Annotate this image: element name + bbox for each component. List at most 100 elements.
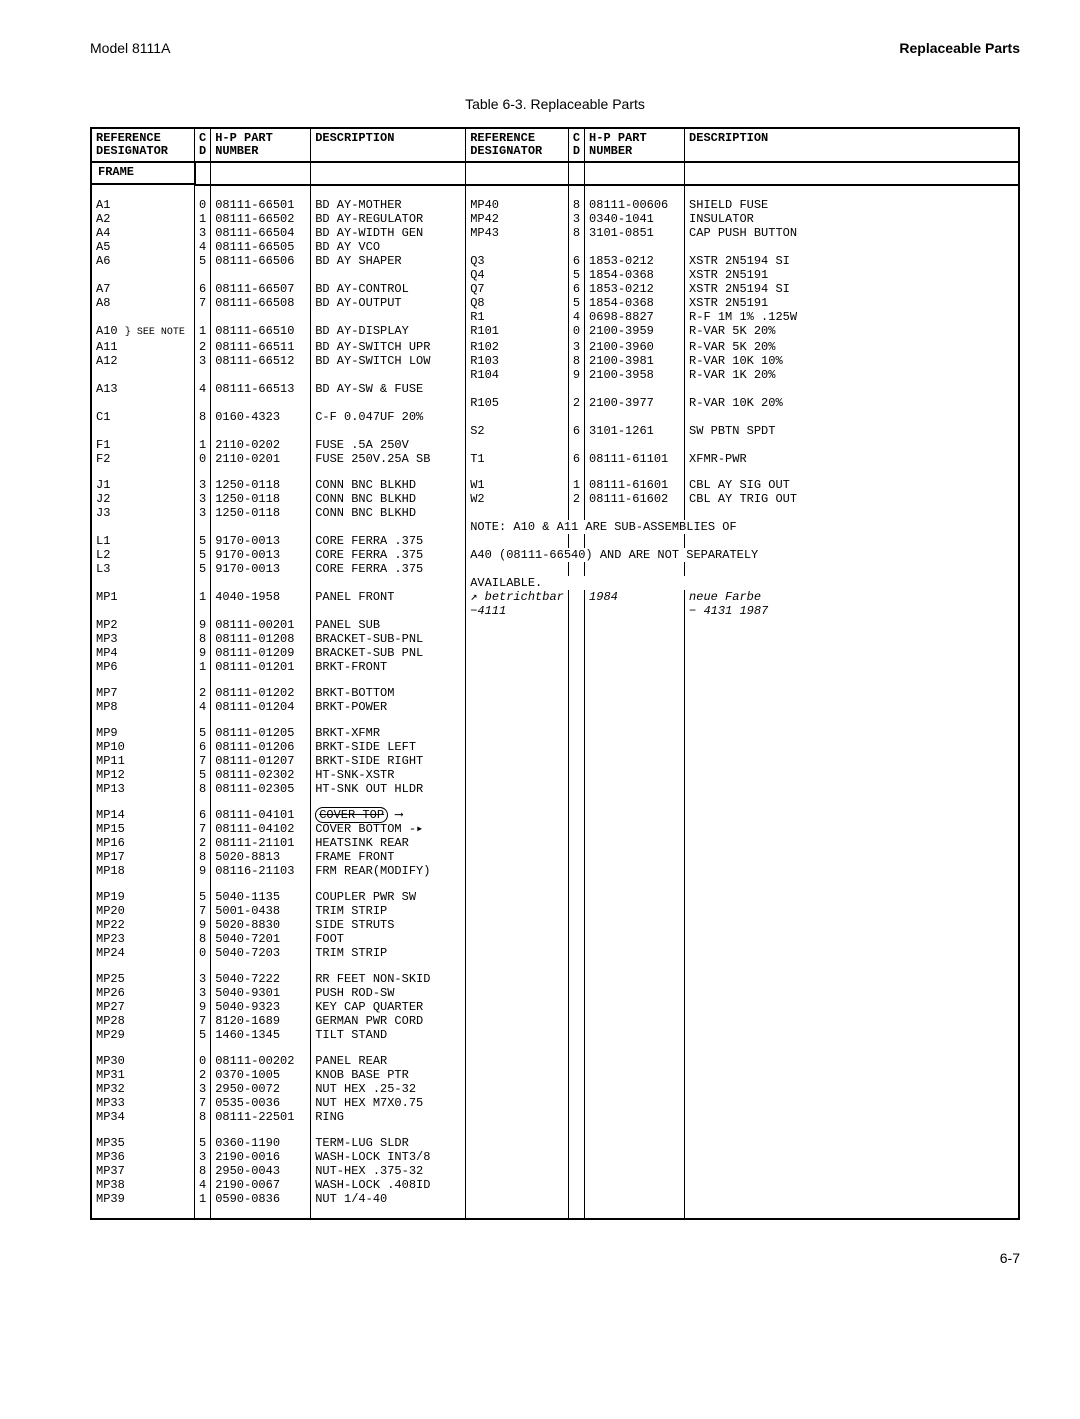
cd-l: 8 — [195, 850, 211, 864]
cd-l: 9 — [195, 618, 211, 632]
ref-l: MP14 — [91, 808, 195, 822]
desc-r: R-VAR 5K 20% — [685, 324, 1019, 340]
num-l: 08111-00201 — [211, 618, 311, 632]
ref-l: MP26 — [91, 986, 195, 1000]
table-row: MP3910590-0836NUT 1/4-40 — [91, 1192, 1019, 1206]
ref-r: Q7 — [466, 282, 569, 296]
num-l: 08111-01205 — [211, 726, 311, 740]
header-row: REFERENCEDESIGNATOR CD H-P PARTNUMBER DE… — [91, 128, 1019, 162]
num-r: 08111-61602 — [585, 492, 685, 506]
ref-l: MP30 — [91, 1054, 195, 1068]
table-row: A11208111-66511BD AY-SWITCH UPRR10232100… — [91, 340, 1019, 354]
table-row: MP18908116-21103FRM REAR(MODIFY) — [91, 864, 1019, 878]
desc-l: PANEL SUB — [311, 618, 466, 632]
table-row — [91, 960, 1019, 972]
desc-l: BD AY SHAPER — [311, 254, 466, 268]
table-row — [91, 466, 1019, 478]
table-row: A7608111-66507BD AY-CONTROLQ761853-0212X… — [91, 282, 1019, 296]
cd-l: 7 — [195, 822, 211, 836]
cd-l: 1 — [195, 590, 211, 618]
cd-r: 0 — [568, 324, 584, 340]
cd-r: 2 — [568, 492, 584, 506]
ref-r: R102 — [466, 340, 569, 354]
desc-l: KEY CAP QUARTER — [311, 1000, 466, 1014]
col-desc-l: DESCRIPTION — [311, 128, 466, 162]
cd-l: 0 — [195, 1054, 211, 1068]
desc-l: CONN BNC BLKHD — [311, 492, 466, 506]
ref-l: L1 — [91, 534, 195, 548]
desc-l: BRACKET-SUB PNL — [311, 646, 466, 660]
table-row — [91, 714, 1019, 726]
ref-l: A5 — [91, 240, 195, 254]
cd-r: 6 — [568, 424, 584, 438]
cd-l: 5 — [195, 768, 211, 782]
section-label: Replaceable Parts — [899, 40, 1020, 56]
ref-r: T1 — [466, 452, 569, 466]
ref-l: F2 — [91, 452, 195, 466]
cd-l: 7 — [195, 1096, 211, 1110]
num-l: 08111-01208 — [211, 632, 311, 646]
desc-l: BRKT-BOTTOM — [311, 686, 466, 700]
cd-l: 9 — [195, 918, 211, 932]
table-row: A6508111-66506BD AY SHAPERQ361853-0212XS… — [91, 254, 1019, 268]
num-r: 0698-8827 — [585, 310, 685, 324]
desc-l: FUSE 250V.25A SB — [311, 452, 466, 466]
ref-l: MP23 — [91, 932, 195, 946]
ref-l: J2 — [91, 492, 195, 506]
table-row — [91, 1206, 1019, 1219]
desc-r: R-VAR 10K 10% — [685, 354, 1019, 368]
cd-l: 3 — [195, 1150, 211, 1164]
note-line: NOTE: A10 & A11 ARE SUB-ASSEMBLIES OF — [466, 520, 1019, 534]
cd-l: 2 — [195, 836, 211, 850]
cd-r: 9 — [568, 368, 584, 382]
desc-l: BRKT-POWER — [311, 700, 466, 714]
table-row: AVAILABLE. — [91, 576, 1019, 590]
num-l: 08111-66505 — [211, 240, 311, 254]
ref-l: L2 — [91, 548, 195, 562]
cd-r: 2 — [568, 396, 584, 410]
desc-l: BRACKET-SUB-PNL — [311, 632, 466, 646]
ref-l: MP24 — [91, 946, 195, 960]
desc-l: BD AY-DISPLAY — [311, 324, 466, 340]
cd-l: 8 — [195, 782, 211, 796]
ref-r: R1 — [466, 310, 569, 324]
num-l: 08111-02302 — [211, 768, 311, 782]
num-l: 08111-66502 — [211, 212, 311, 226]
desc-l: BD AY-REGULATOR — [311, 212, 466, 226]
ref-l: F1 — [91, 438, 195, 452]
table-row: MP2795040-9323KEY CAP QUARTER — [91, 1000, 1019, 1014]
num-l: 4040-1958 — [211, 590, 311, 618]
desc-r: XSTR 2N5194 SI — [685, 282, 1019, 296]
ref-r: R104 — [466, 368, 569, 382]
handwriting-m: 1984 — [585, 590, 685, 618]
desc-l: HEATSINK REAR — [311, 836, 466, 850]
desc-l: BD AY-CONTROL — [311, 282, 466, 296]
ref-r: Q4 — [466, 268, 569, 282]
desc-l: PANEL FRONT — [311, 590, 466, 618]
ref-r: S2 — [466, 424, 569, 438]
desc-l: TILT STAND — [311, 1028, 466, 1042]
ref-l: MP8 — [91, 700, 195, 714]
table-row: MP3842190-0067WASH-LOCK .408ID — [91, 1178, 1019, 1192]
ref-l: MP29 — [91, 1028, 195, 1042]
num-l: 08111-66504 — [211, 226, 311, 240]
table-row: MP3808111-01208BRACKET-SUB-PNL — [91, 632, 1019, 646]
num-l: 08111-22501 — [211, 1110, 311, 1124]
table-row: L159170-0013CORE FERRA .375 — [91, 534, 1019, 548]
table-row: MP16208111-21101HEATSINK REAR — [91, 836, 1019, 850]
num-l: 5040-9301 — [211, 986, 311, 1000]
cd-l: 6 — [195, 282, 211, 296]
ref-l: A4 — [91, 226, 195, 240]
cd-l: 3 — [195, 226, 211, 240]
ref-r: W1 — [466, 478, 569, 492]
ref-l: MP27 — [91, 1000, 195, 1014]
num-l: 5040-7222 — [211, 972, 311, 986]
cd-l: 5 — [195, 1028, 211, 1042]
num-l: 08111-01204 — [211, 700, 311, 714]
desc-r: XSTR 2N5194 SI — [685, 254, 1019, 268]
ref-r: W2 — [466, 492, 569, 506]
col-num-l: H-P PARTNUMBER — [211, 128, 311, 162]
desc-l: NUT-HEX .375-32 — [311, 1164, 466, 1178]
num-l: 08111-01207 — [211, 754, 311, 768]
cd-l: 5 — [195, 534, 211, 548]
